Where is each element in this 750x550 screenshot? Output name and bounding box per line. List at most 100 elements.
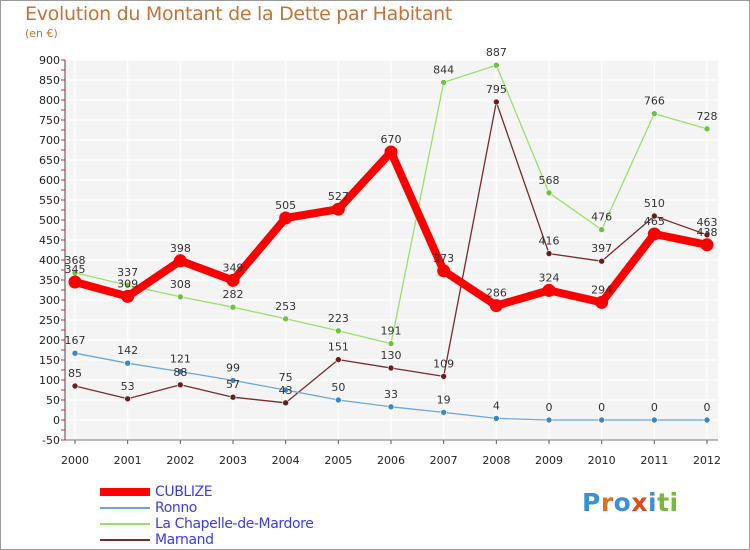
x-tick-label: 2009 (535, 454, 563, 467)
legend-swatch (100, 539, 150, 541)
data-label-la-chapelle-de-mardore: 191 (381, 325, 402, 338)
proxiti-logo: Proxiti (582, 488, 679, 517)
data-point-marnand (703, 231, 711, 239)
data-point-ronno (493, 415, 500, 422)
data-point-la-chapelle-de-mardore (598, 226, 605, 233)
data-label-cublize: 438 (697, 226, 718, 239)
data-label-la-chapelle-de-mardore: 476 (591, 211, 612, 224)
data-label-ronno: 142 (117, 344, 138, 357)
data-point-la-chapelle-de-mardore (282, 315, 289, 323)
data-label-cublize: 294 (591, 283, 612, 296)
logo-letter: x (631, 488, 648, 517)
y-tick-label: 650 (39, 154, 60, 167)
data-point-ronno (177, 368, 184, 375)
data-point-cublize (700, 238, 714, 252)
y-tick-label: 550 (39, 194, 60, 207)
data-point-ronno (229, 377, 237, 384)
data-label-cublize: 349 (223, 261, 244, 274)
logo-letter: P (582, 488, 601, 517)
data-point-ronno (282, 386, 289, 394)
data-label-marnand: 510 (644, 197, 665, 210)
y-tick-label: 350 (39, 274, 60, 287)
x-tick-label: 2004 (272, 454, 300, 467)
data-point-cublize (121, 289, 135, 303)
data-label-la-chapelle-de-mardore: 368 (65, 254, 86, 267)
x-tick-label: 2001 (114, 454, 142, 467)
legend-label: Marnand (155, 532, 214, 548)
x-tick-label: 2006 (377, 454, 405, 467)
data-label-marnand: 151 (328, 341, 349, 354)
data-point-marnand (598, 257, 605, 265)
data-label-cublize: 309 (117, 277, 138, 290)
data-label-cublize: 398 (170, 242, 191, 255)
data-label-cublize: 505 (275, 199, 296, 212)
data-label-ronno: 121 (170, 353, 191, 366)
data-point-la-chapelle-de-mardore (335, 327, 342, 335)
data-label-marnand: 397 (591, 242, 612, 255)
data-label-la-chapelle-de-mardore: 223 (328, 312, 349, 325)
data-point-la-chapelle-de-mardore (703, 125, 711, 133)
data-label-ronno: 167 (65, 334, 86, 347)
data-label-la-chapelle-de-mardore: 253 (275, 300, 296, 313)
data-point-marnand (651, 212, 658, 220)
data-point-marnand (493, 98, 500, 106)
data-point-marnand (545, 250, 553, 257)
data-label-cublize: 527 (328, 190, 349, 203)
data-label-la-chapelle-de-mardore: 887 (486, 46, 507, 59)
data-label-la-chapelle-de-mardore: 728 (697, 110, 718, 123)
x-tick-label: 2005 (324, 454, 352, 467)
data-point-cublize (384, 145, 398, 159)
legend-swatch (100, 523, 150, 525)
data-label-ronno: 75 (279, 371, 293, 384)
data-point-ronno (335, 396, 342, 404)
y-tick-label: 900 (39, 54, 60, 67)
data-label-ronno: 0 (598, 401, 605, 414)
data-point-cublize (542, 283, 556, 297)
y-tick-label: 0 (53, 414, 60, 427)
y-tick-label: 50 (46, 394, 60, 407)
data-point-marnand (124, 395, 131, 403)
y-tick-label: 750 (39, 114, 60, 127)
y-tick-label: 100 (39, 374, 60, 387)
data-point-ronno (440, 409, 447, 416)
data-point-ronno (651, 416, 658, 424)
chart-title: Evolution du Montant de la Dette par Hab… (25, 3, 453, 25)
data-point-marnand (71, 382, 79, 390)
data-label-ronno: 50 (331, 381, 345, 394)
data-label-marnand: 416 (539, 235, 560, 248)
data-point-cublize (331, 202, 345, 216)
data-point-marnand (282, 399, 289, 407)
data-label-la-chapelle-de-mardore: 337 (117, 266, 138, 279)
data-point-cublize (68, 275, 82, 289)
legend-label: La Chapelle-de-Mardore (155, 516, 314, 532)
x-tick-label: 2000 (61, 454, 89, 467)
data-label-marnand: 85 (68, 367, 82, 380)
legend-swatch (100, 507, 150, 509)
data-label-ronno: 99 (226, 361, 240, 374)
x-tick-label: 2007 (430, 454, 458, 467)
data-label-ronno: 4 (493, 399, 500, 412)
data-label-marnand: 57 (226, 378, 240, 391)
data-label-marnand: 795 (486, 83, 507, 96)
y-tick-label: 800 (39, 94, 60, 107)
data-label-cublize: 670 (381, 133, 402, 146)
data-label-cublize: 286 (486, 287, 507, 300)
data-point-la-chapelle-de-mardore (493, 61, 500, 69)
data-label-la-chapelle-de-mardore: 766 (644, 95, 665, 108)
data-label-la-chapelle-de-mardore: 282 (223, 288, 244, 301)
data-point-la-chapelle-de-mardore (387, 340, 395, 347)
x-tick-label: 2010 (588, 454, 616, 467)
y-tick-label: 600 (39, 174, 60, 187)
data-label-marnand: 130 (381, 349, 402, 362)
data-point-cublize (226, 273, 240, 287)
x-tick-label: 2002 (166, 454, 194, 467)
y-tick-label: 500 (39, 214, 60, 227)
data-point-cublize (489, 299, 503, 313)
data-label-marnand: 463 (697, 216, 718, 229)
data-point-cublize (173, 254, 187, 268)
data-label-la-chapelle-de-mardore: 568 (539, 174, 560, 187)
data-point-marnand (440, 373, 447, 380)
logo-letter: i (648, 488, 658, 517)
data-label-ronno: 0 (546, 401, 553, 414)
